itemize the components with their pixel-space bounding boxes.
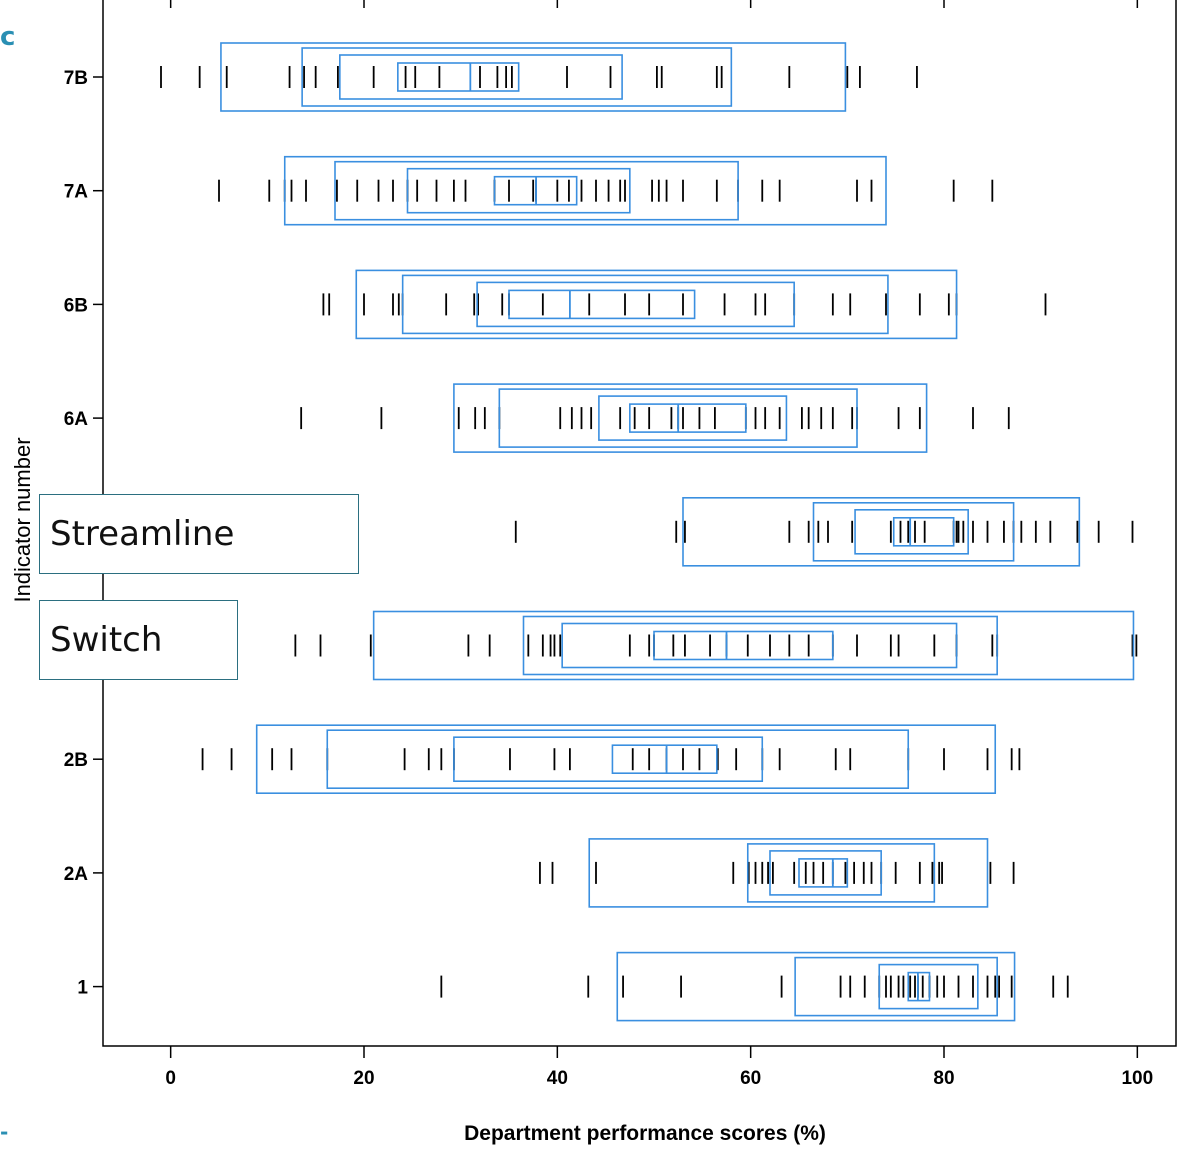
letter-value-box-3 [334, 160, 739, 221]
letter-value-box-1 [397, 62, 520, 92]
x-tick-label-60: 60 [740, 1068, 761, 1089]
letter-value-box-3 [326, 729, 910, 790]
letter-value-box-2 [769, 850, 882, 896]
y-tick-label-2B: 2B [64, 750, 88, 771]
edge-fragment-top: c [0, 22, 16, 52]
letter-value-box-1 [611, 744, 718, 775]
letter-value-box-4 [283, 155, 887, 226]
indicator-row-7B [160, 42, 918, 112]
x-axis: 0 20 40 60 80 100 [165, 0, 1153, 1089]
x-tick-label-100: 100 [1121, 1068, 1153, 1089]
x-tick-label-20: 20 [353, 1068, 374, 1089]
y-tick-label-6B: 6B [64, 295, 88, 316]
y-tick-label-2A: 2A [64, 864, 89, 885]
letter-value-box-4 [255, 724, 997, 795]
letter-value-box-3 [522, 615, 998, 676]
switch-callout[interactable]: Switch [39, 600, 238, 680]
indicator-row-row-6 [294, 610, 1138, 681]
letter-value-box-4 [355, 269, 958, 340]
letter-value-box-4 [220, 42, 847, 112]
x-tick-label-80: 80 [933, 1068, 954, 1089]
indicator-row-2A [539, 838, 1015, 908]
indicator-row-2B [201, 724, 1021, 795]
streamline-label: Streamline [50, 514, 235, 554]
letter-value-box-2 [854, 508, 969, 555]
letter-value-box-4 [682, 496, 1081, 567]
y-axis-title: Indicator number [10, 437, 35, 602]
indicator-row-6A [300, 383, 1010, 453]
x-tick-label-0: 0 [165, 1068, 176, 1089]
letter-value-box-1 [629, 403, 747, 433]
indicator-row-1 [440, 951, 1069, 1022]
letter-value-box-1 [798, 858, 849, 888]
streamline-callout[interactable]: Streamline [39, 494, 359, 574]
letter-value-box-1 [508, 289, 696, 320]
letter-value-box-2 [406, 167, 631, 214]
letter-value-box-3 [794, 956, 998, 1017]
letter-value-box-2 [561, 622, 958, 669]
y-axis: 7B 7A 6B 6A 2B 2A 1 [64, 68, 103, 999]
indicator-row-7A [218, 155, 994, 226]
letter-value-box-1 [653, 630, 834, 661]
letter-value-box-2 [339, 54, 623, 100]
letter-value-box-1 [907, 971, 931, 1002]
edge-fragment-bottom: - [0, 1120, 9, 1144]
x-axis-title: Department performance scores (%) [464, 1122, 826, 1145]
letter-value-box-4 [372, 610, 1135, 681]
letter-value-box-2 [476, 281, 795, 328]
letter-value-box-2 [598, 395, 788, 441]
letter-value-box-4 [616, 951, 1016, 1022]
letter-value-box-2 [878, 963, 979, 1010]
x-tick-label-40: 40 [547, 1068, 568, 1089]
y-tick-label-1: 1 [77, 978, 88, 999]
indicator-rows [160, 42, 1138, 1022]
letter-value-box-1 [892, 516, 955, 547]
letter-value-box-3 [301, 47, 733, 107]
letter-value-box-3 [812, 501, 1015, 562]
switch-label: Switch [50, 620, 163, 660]
letter-value-box-3 [401, 274, 889, 335]
letter-value-box-3 [746, 843, 936, 903]
letter-value-box-3 [498, 388, 858, 448]
letter-value-box-4 [453, 383, 928, 453]
y-tick-label-7A: 7A [64, 182, 89, 203]
letter-value-box-2 [453, 736, 764, 783]
y-tick-label-6A: 6A [64, 409, 89, 430]
letter-value-box-4 [588, 838, 989, 908]
indicator-row-row-5 [514, 496, 1134, 567]
y-tick-label-7B: 7B [64, 68, 88, 89]
indicator-row-6B [322, 269, 1047, 340]
